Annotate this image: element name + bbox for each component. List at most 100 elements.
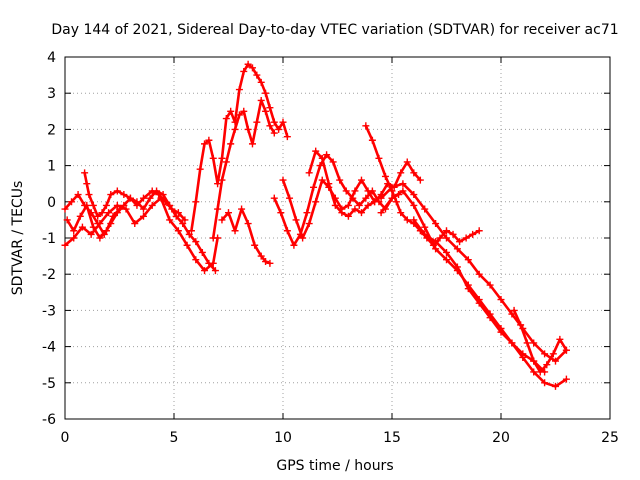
- data-point: [205, 259, 213, 267]
- x-tick-label: 20: [492, 430, 510, 446]
- data-point: [168, 205, 176, 213]
- data-point: [275, 125, 283, 133]
- data-point: [253, 71, 261, 79]
- data-point: [183, 241, 191, 249]
- data-point: [201, 140, 209, 148]
- data-point: [105, 209, 113, 217]
- data-point: [399, 187, 407, 195]
- data-point: [257, 96, 265, 104]
- data-point: [205, 136, 213, 144]
- data-point: [87, 230, 95, 238]
- data-point: [399, 180, 407, 188]
- data-point: [244, 125, 252, 133]
- y-tick-label: -3: [42, 303, 56, 319]
- data-point: [198, 248, 206, 256]
- data-point: [286, 194, 294, 202]
- tick-labels: 0 5 10 15 20 25 -6 -5 -4 -3 -2 -1 0 1 2 3 4: [42, 50, 619, 446]
- data-point: [375, 154, 383, 162]
- data-point: [89, 201, 97, 209]
- data-point: [113, 187, 121, 195]
- data-point: [530, 368, 538, 376]
- data-point: [222, 158, 230, 166]
- data-point: [562, 375, 570, 383]
- data-point: [209, 234, 217, 242]
- data-point: [78, 223, 86, 231]
- data-point: [179, 220, 187, 228]
- data-point: [262, 107, 270, 115]
- data-point: [148, 201, 156, 209]
- plot-area: [61, 60, 570, 390]
- data-point: [277, 209, 285, 217]
- data-point: [312, 147, 320, 155]
- data-point: [357, 209, 365, 217]
- data-point: [497, 296, 505, 304]
- data-point: [510, 306, 518, 314]
- data-point: [342, 187, 350, 195]
- data-point: [371, 198, 379, 206]
- series-sat-j: [305, 147, 379, 220]
- data-point: [148, 187, 156, 195]
- data-point: [416, 176, 424, 184]
- data-point: [131, 220, 139, 228]
- data-point: [323, 151, 331, 159]
- data-point: [270, 118, 278, 126]
- series-sat-n: [410, 216, 549, 376]
- data-point: [303, 209, 311, 217]
- data-point: [251, 241, 259, 249]
- data-point: [270, 129, 278, 137]
- axis-ticks: [64, 56, 611, 420]
- data-point: [244, 220, 252, 228]
- data-point: [318, 154, 326, 162]
- data-point: [94, 220, 102, 228]
- data-point: [262, 89, 270, 97]
- data-point: [349, 194, 357, 202]
- y-tick-label: 0: [47, 195, 56, 211]
- data-point: [266, 104, 274, 112]
- data-point: [410, 216, 418, 224]
- data-point: [231, 125, 239, 133]
- data-point: [517, 321, 525, 329]
- series-sat-o: [510, 306, 570, 376]
- data-point: [344, 201, 352, 209]
- x-axis-label: GPS time / hours: [276, 458, 393, 474]
- data-point: [266, 259, 274, 267]
- data-point: [262, 258, 270, 266]
- data-point: [211, 267, 219, 275]
- data-point: [192, 198, 200, 206]
- data-point: [166, 216, 174, 224]
- data-point: [530, 339, 538, 347]
- data-point: [174, 209, 182, 217]
- data-point: [508, 339, 516, 347]
- data-point: [201, 267, 209, 275]
- data-point: [74, 191, 82, 199]
- data-point: [364, 201, 372, 209]
- data-point: [109, 212, 117, 220]
- data-point: [61, 241, 69, 249]
- data-point: [403, 216, 411, 224]
- data-point: [453, 263, 461, 271]
- data-point: [331, 201, 339, 209]
- data-point: [318, 176, 326, 184]
- data-point: [475, 299, 483, 307]
- data-point: [357, 176, 365, 184]
- data-point: [248, 64, 256, 72]
- data-point: [240, 67, 248, 75]
- data-point: [139, 194, 147, 202]
- y-tick-label: -6: [42, 412, 56, 428]
- data-point: [552, 382, 559, 390]
- data-point: [227, 107, 235, 115]
- data-point: [377, 194, 385, 202]
- data-point: [355, 201, 363, 209]
- data-point: [432, 245, 440, 253]
- data-point: [257, 78, 265, 86]
- data-point: [299, 234, 307, 242]
- data-point: [133, 201, 141, 209]
- data-point: [227, 140, 235, 148]
- data-point: [296, 230, 304, 238]
- data-point: [235, 86, 243, 94]
- data-point: [96, 234, 104, 242]
- data-point: [192, 238, 200, 246]
- y-axis-label: SDTVAR / TECUs: [10, 181, 26, 296]
- data-point: [410, 169, 418, 177]
